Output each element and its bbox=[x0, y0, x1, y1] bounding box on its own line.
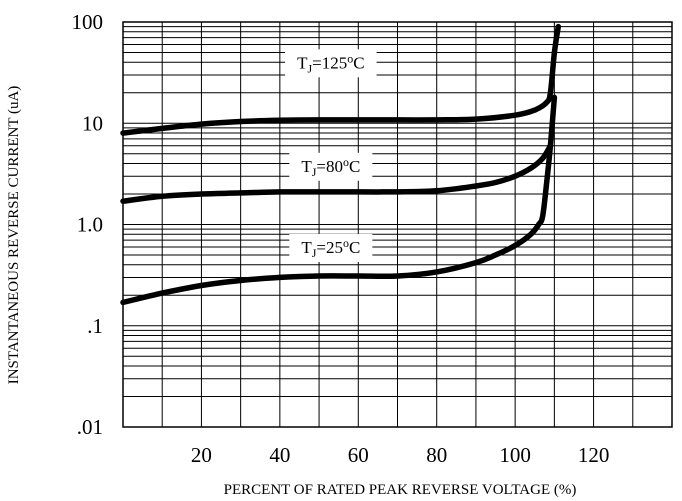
x-tick-labels: 20 40 60 80 100 120 bbox=[191, 443, 609, 467]
series-label-background bbox=[289, 233, 373, 262]
x-tick-label: 20 bbox=[191, 443, 212, 467]
y-tick-label: .1 bbox=[87, 314, 103, 338]
series-label-background bbox=[289, 152, 373, 181]
series-label-0: TJ=125oC bbox=[285, 49, 377, 78]
y-tick-label: 10 bbox=[82, 111, 103, 135]
x-tick-label: 120 bbox=[578, 443, 610, 467]
series-label-2: TJ=25oC bbox=[289, 233, 373, 262]
y-tick-label: 1.0 bbox=[77, 213, 103, 237]
plot-frame bbox=[122, 21, 673, 428]
y-axis-label: INSTANTANEOUS REVERSE CURRENT (uA) bbox=[6, 86, 22, 385]
y-tick-label: .01 bbox=[77, 415, 103, 439]
x-axis-label: PERCENT OF RATED PEAK REVERSE VOLTAGE (%… bbox=[224, 482, 577, 498]
series-label-text: TJ=80oC bbox=[301, 155, 360, 179]
series-labels: TJ=125oC TJ=80oC TJ=25oC bbox=[285, 49, 377, 262]
curves bbox=[120, 23, 562, 306]
x-tick-label: 40 bbox=[269, 443, 290, 467]
series-label-background bbox=[285, 49, 377, 78]
y-tick-label: 100 bbox=[72, 10, 104, 34]
x-tick-label: 100 bbox=[499, 443, 531, 467]
series-label-1: TJ=80oC bbox=[289, 152, 373, 181]
series-label-text: TJ=25oC bbox=[301, 236, 360, 260]
x-tick-label: 60 bbox=[348, 443, 369, 467]
x-tick-label: 80 bbox=[426, 443, 447, 467]
grid-lines bbox=[123, 22, 672, 427]
y-tick-labels: 100 10 1.0 .1 .01 bbox=[72, 10, 104, 439]
series-label-text: TJ=125oC bbox=[297, 51, 365, 75]
series-line-0 bbox=[120, 23, 562, 136]
series-line-2 bbox=[120, 94, 558, 306]
series-line-1 bbox=[120, 142, 554, 204]
